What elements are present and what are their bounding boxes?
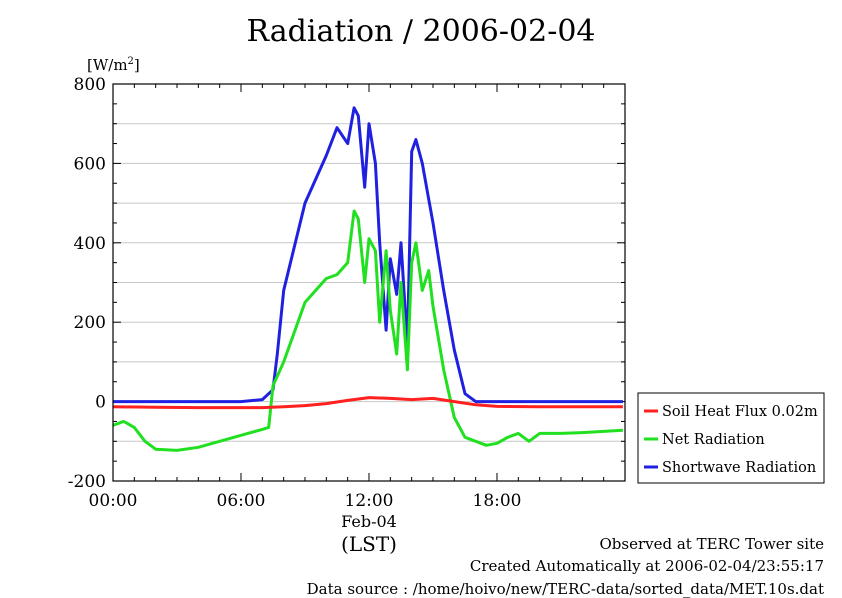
y-tick-label: -200 (68, 472, 106, 492)
x-tick-label: 06:00 (217, 491, 266, 511)
y-tick-label: 0 (95, 393, 106, 413)
data-source-path: Data source : /home/hoivo/new/TERC-data/… (306, 580, 824, 598)
chart-title: Radiation / 2006-02-04 (246, 14, 596, 49)
y-unit-label: [W/m2] (87, 56, 140, 74)
x-tick-label: 12:00 (345, 491, 394, 511)
created-timestamp: Created Automatically at 2006-02-04/23:5… (469, 557, 824, 575)
x-tick-label: 18:00 (473, 491, 522, 511)
y-tick-label: 200 (74, 313, 106, 333)
series-line-0 (113, 396, 623, 410)
legend-label: Net Radiation (662, 432, 765, 448)
y-tick-label: 600 (74, 154, 106, 174)
x-tick-label: 00:00 (89, 491, 138, 511)
y-tick-label: 800 (74, 75, 106, 95)
observed-site-note: Observed at TERC Tower site (599, 535, 824, 553)
date-label: Feb-04 (341, 512, 397, 531)
legend-label: Shortwave Radiation (662, 460, 816, 476)
legend-label: Soil Heat Flux 0.02m (662, 404, 818, 420)
legend-box (637, 392, 825, 484)
plot-frame (112, 83, 626, 482)
y-tick-label: 400 (74, 234, 106, 254)
series-line-1 (113, 209, 623, 452)
x-unit-label: (LST) (341, 532, 397, 556)
